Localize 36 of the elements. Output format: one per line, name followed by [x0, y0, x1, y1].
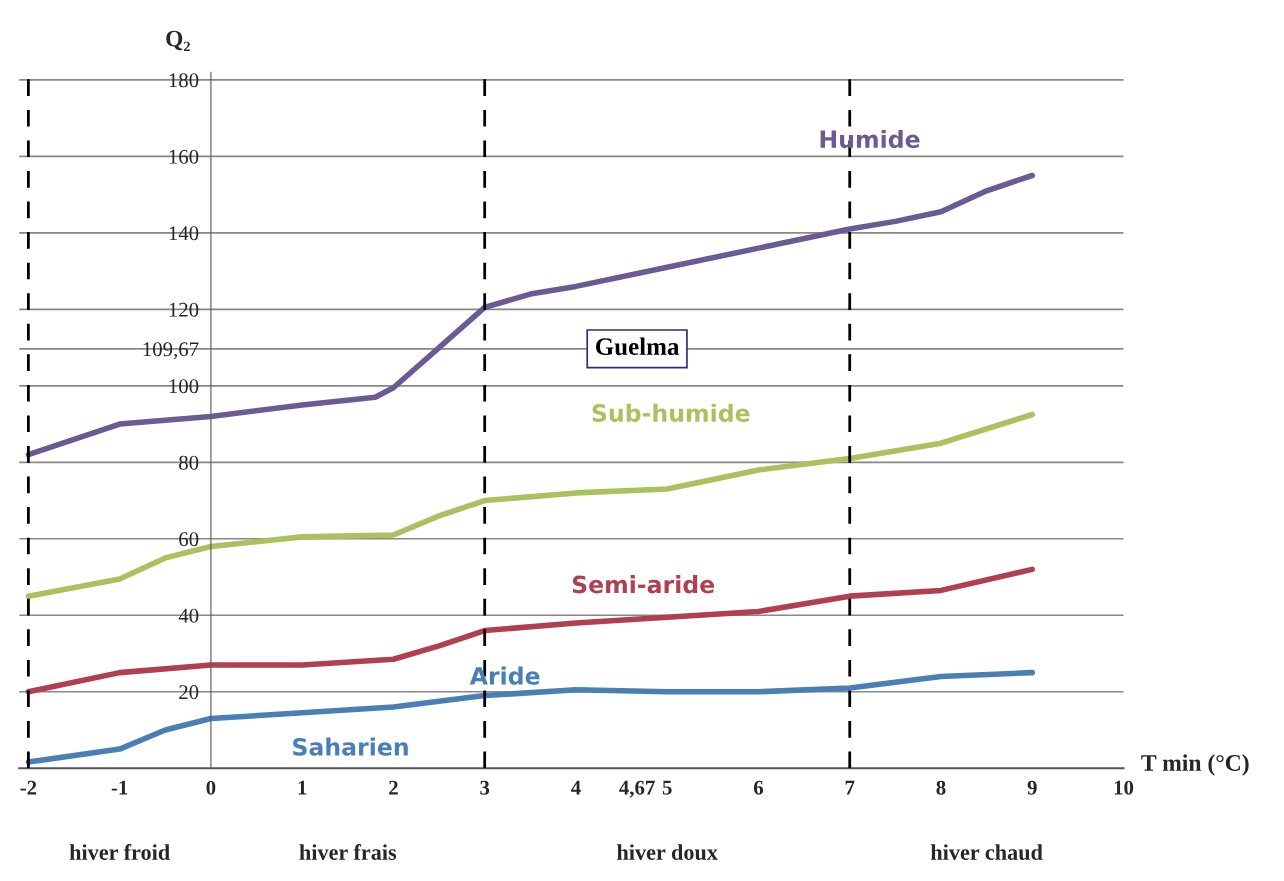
y-tick-label: 120: [169, 302, 199, 317]
y-axis-title: Q₂: [166, 30, 190, 52]
annotation: Semi-aride: [572, 575, 715, 594]
y-tick-label: 40: [178, 608, 199, 623]
annotation: Aride: [469, 666, 540, 685]
x-tick-label: 7: [845, 780, 855, 795]
annotation: Humide: [820, 129, 920, 149]
x-tick-label: 9: [1027, 780, 1037, 795]
x-tick-label: -1: [111, 780, 128, 795]
annotation: Saharien: [293, 737, 408, 756]
y-tick-label: 60: [179, 532, 199, 547]
x-tick-label: 8: [936, 780, 946, 795]
text: hiver frais: [299, 844, 397, 860]
x-tick-label: 2: [389, 780, 398, 795]
text: hiver chaud: [930, 844, 1043, 860]
x-tick-label: 4,67: [619, 780, 655, 798]
x-tick-label: 5: [662, 780, 672, 795]
x-tick-label: 6: [753, 780, 764, 795]
x-tick-label: -2: [20, 780, 37, 795]
x-tick-label: 4: [571, 780, 581, 795]
x-axis-title: T min (°C): [1141, 754, 1249, 776]
y-tick-label: 109,67: [143, 342, 199, 360]
y-tick-label: 180: [169, 73, 199, 88]
y-tick-label: 100: [169, 379, 199, 394]
x-tick-label: 10: [1114, 780, 1134, 795]
x-tick-label: 1: [298, 780, 307, 795]
y-tick-label: 160: [169, 149, 199, 164]
y-tick-label: 20: [179, 685, 199, 700]
annotation: Sub-humide: [592, 403, 750, 422]
text: hiver froid: [69, 844, 170, 860]
annotation: Guelma: [595, 337, 680, 356]
y-tick-label: 80: [179, 455, 199, 470]
y-tick-label: 140: [169, 226, 199, 241]
text: hiver doux: [617, 844, 718, 860]
x-tick-label: 3: [480, 780, 490, 795]
x-tick-label: 0: [206, 780, 216, 795]
